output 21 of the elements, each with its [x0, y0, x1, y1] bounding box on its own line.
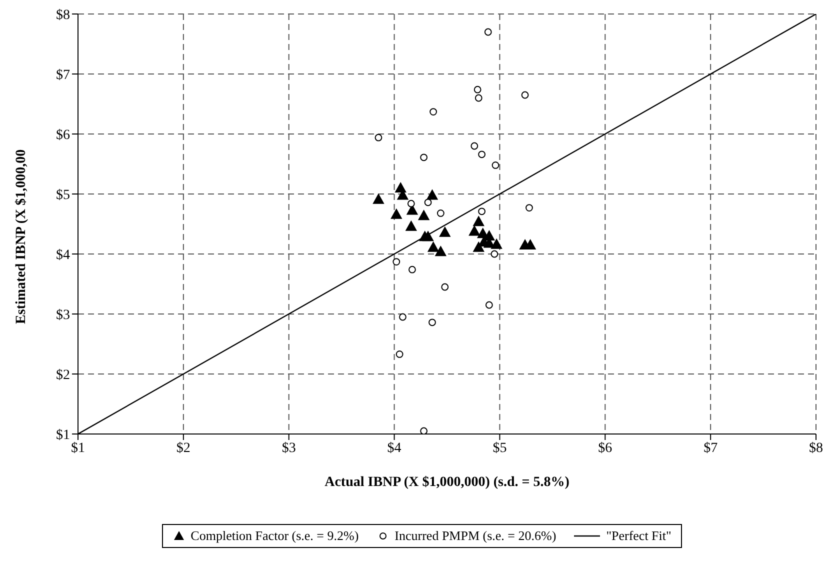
x-tick-label: $2	[176, 440, 190, 456]
x-tick-label: $8	[809, 440, 823, 456]
y-axis-title: Estimated IBNP (X $1,000,00	[14, 149, 29, 324]
legend-label: Incurred PMPM (s.e. = 20.6%)	[394, 528, 556, 544]
y-tick-label: $5	[56, 188, 70, 203]
y-tick-label: $3	[56, 308, 70, 323]
x-tick-label: $4	[387, 440, 402, 456]
legend-label: "Perfect Fit"	[605, 528, 672, 544]
y-tick-label: $7	[56, 68, 70, 83]
y-tick-label: $1	[56, 428, 70, 443]
y-tick-label: $6	[56, 128, 70, 143]
x-tick-label: $5	[492, 440, 507, 456]
x-tick-label: $1	[71, 440, 85, 456]
y-tick-label: $4	[56, 248, 70, 263]
y-tick-label: $8	[56, 8, 70, 23]
y-tick-label: $2	[56, 368, 70, 383]
x-tick-label: $3	[282, 440, 296, 456]
x-tick-label: $6	[598, 440, 612, 456]
legend-label: Completion Factor (s.e. = 9.2%)	[190, 528, 359, 544]
x-axis-title: Actual IBNP (X $1,000,000) (s.d. = 5.8%)	[324, 475, 570, 490]
x-tick-label: $7	[704, 440, 718, 456]
